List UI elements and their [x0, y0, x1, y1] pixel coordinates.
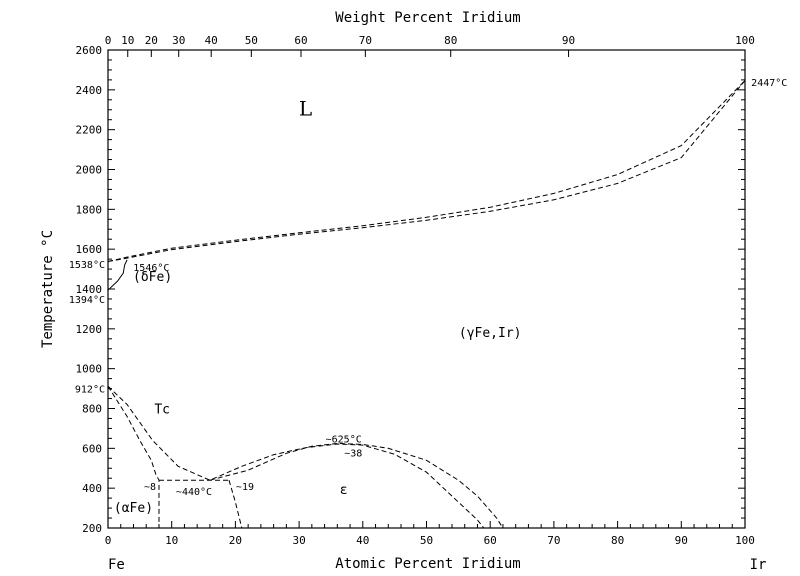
y-tick-label: 1600: [76, 243, 103, 256]
annotations: L (γFe,Ir) (δFe) (αFe) ε Tc 1538°C 1546°C 1394°C…: [69, 78, 787, 516]
y-axis-ticks: 200 400 600 800 1000 1200 1400 1600 1800 2000 2200…: [76, 44, 745, 535]
top-tick-label: 50: [245, 34, 258, 47]
x-tick-label: 50: [420, 534, 433, 547]
diagram-annotation: (αFe): [114, 501, 153, 516]
diagram-annotation: ~8: [144, 482, 156, 493]
y-tick-label: 2400: [76, 84, 103, 97]
top-tick-label: 10: [121, 34, 134, 47]
y-tick-label: 400: [82, 482, 102, 495]
x-axis-title: Atomic Percent Iridium: [335, 556, 520, 572]
diagram-annotation: ε: [340, 483, 348, 498]
x-tick-label: 10: [165, 534, 178, 547]
diagram-annotation: (γFe,Ir): [459, 326, 522, 341]
x-tick-label: 70: [547, 534, 560, 547]
x-tick-label: 20: [229, 534, 242, 547]
top-tick-label: 100: [735, 34, 755, 47]
ir-end-label: Ir: [750, 557, 767, 573]
y-tick-label: 2000: [76, 164, 103, 177]
top-tick-label: 0: [105, 34, 112, 47]
x-tick-label: 60: [484, 534, 497, 547]
y-tick-label: 800: [82, 403, 102, 416]
x-tick-label: 0: [105, 534, 112, 547]
plot-frame: [107, 49, 746, 529]
fe-end-label: Fe: [108, 557, 125, 573]
y-tick-label: 600: [82, 442, 102, 455]
x-tick-label: 90: [675, 534, 688, 547]
x-axis-ticks: 0 10 20 30 40 50 60 70 80 90 100: [105, 521, 755, 547]
top-tick-label: 20: [145, 34, 158, 47]
top-tick-label: 40: [205, 34, 218, 47]
y-tick-label: 1400: [76, 283, 103, 296]
phase-boundary-line: [107, 80, 746, 262]
diagram-annotation: ~625°C: [326, 434, 362, 445]
top-tick-label: 70: [359, 34, 372, 47]
top-tick-label: 30: [172, 34, 185, 47]
diagram-annotation: 1538°C: [69, 260, 105, 271]
diagram-annotation: 2447°C: [751, 78, 787, 89]
y-tick-label: 1200: [76, 323, 103, 336]
y-axis-title: Temperature °C: [40, 230, 56, 348]
y-tick-label: 200: [82, 522, 102, 535]
y-tick-label: 2600: [76, 44, 103, 57]
diagram-annotation: ~440°C: [176, 487, 212, 498]
top-tick-label: 90: [562, 34, 575, 47]
top-axis-title: Weight Percent Iridium: [335, 10, 520, 26]
diagram-annotation: 1394°C: [69, 295, 105, 306]
diagram-annotation: (δFe): [133, 270, 172, 285]
y-tick-label: 1000: [76, 363, 103, 376]
top-axis-ticks: 0 10 20 30 40 50 60 70 80 90 100: [105, 34, 755, 57]
top-tick-label: 80: [444, 34, 457, 47]
diagram-annotation: L: [299, 97, 312, 121]
y-tick-label: 2200: [76, 124, 103, 137]
phase-boundary-line: [107, 385, 485, 529]
x-tick-label: 30: [292, 534, 305, 547]
x-tick-label: 100: [735, 534, 755, 547]
diagram-annotation: ~19: [236, 482, 254, 493]
phase-boundary-line: [107, 80, 746, 262]
phase-boundary-line: [209, 442, 504, 529]
diagram-annotation: 1546°C: [133, 263, 169, 274]
diagram-annotation: Tc: [154, 402, 170, 417]
top-tick-label: 60: [294, 34, 307, 47]
phase-boundary-line: [228, 480, 243, 529]
y-tick-label: 1800: [76, 203, 103, 216]
x-tick-label: 40: [356, 534, 369, 547]
x-tick-label: 80: [611, 534, 624, 547]
diagram-annotation: ~38: [344, 448, 362, 459]
diagram-annotation: 912°C: [75, 385, 105, 396]
phase-boundaries: [107, 80, 746, 529]
phase-boundary-line: [107, 259, 128, 291]
